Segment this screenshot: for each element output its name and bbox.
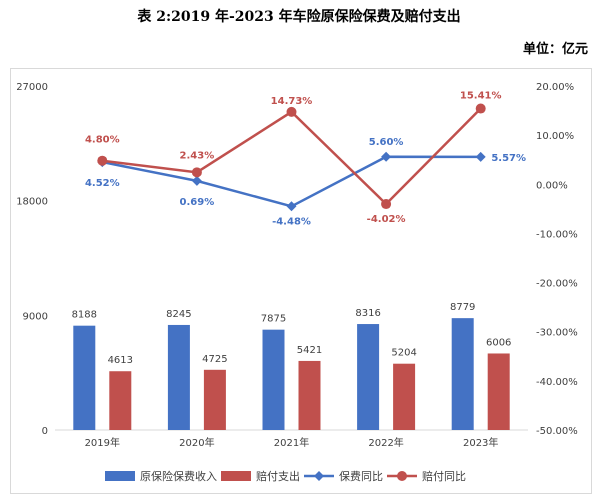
legend-label: 原保险保费收入 [140, 469, 217, 483]
circle-marker [381, 199, 392, 210]
right-axis-tick-label: -30.00% [536, 328, 578, 339]
line-data-label: 2.43% [180, 150, 215, 161]
x-axis-tick-label: 2023年 [463, 436, 498, 449]
circle-marker [286, 106, 297, 117]
legend-label: 赔付同比 [422, 469, 466, 483]
line-data-label: 4.52% [85, 178, 120, 189]
line-data-label: -4.02% [367, 214, 406, 225]
bar-data-label: 8779 [450, 302, 475, 313]
bar-claims [298, 360, 321, 430]
line-data-label: 14.73% [271, 96, 313, 107]
circle-marker [475, 103, 486, 114]
bar-premium [262, 329, 285, 430]
legend-marker [314, 471, 324, 481]
diamond-marker [475, 151, 486, 162]
line-data-label: -4.48% [272, 216, 311, 227]
bar-data-label: 7875 [261, 314, 286, 325]
right-axis-tick-label: 0.00% [536, 180, 568, 191]
chart-title: 表 2:2019 年-2023 年车险原保险保费及赔付支出 [137, 9, 461, 25]
legend-marker [397, 471, 407, 481]
line-data-label: 0.69% [180, 197, 215, 208]
line-data-label: 5.60% [369, 137, 404, 148]
left-axis-tick-label: 9000 [23, 311, 48, 322]
legend-swatch [105, 471, 135, 481]
bar-data-label: 8245 [166, 309, 191, 320]
diamond-marker [191, 175, 202, 186]
right-axis-tick-label: 10.00% [536, 131, 574, 142]
legend-swatch [221, 471, 251, 481]
left-axis-tick-label: 18000 [16, 197, 48, 208]
right-axis-tick-label: -40.00% [536, 377, 578, 388]
legend-label: 赔付支出 [256, 469, 300, 483]
bar-data-label: 4725 [202, 354, 227, 365]
line-data-label: 4.80% [85, 135, 120, 146]
bar-data-label: 8188 [72, 310, 97, 321]
bar-data-label: 4613 [108, 355, 133, 366]
right-axis-tick-label: -10.00% [536, 229, 578, 240]
left-axis-tick-label: 0 [42, 426, 48, 437]
legend-label: 保费同比 [339, 469, 383, 483]
bar-premium [167, 324, 190, 430]
x-axis-tick-label: 2021年 [274, 436, 309, 449]
left-axis-tick-label: 27000 [16, 82, 48, 93]
bar-data-label: 5204 [391, 348, 416, 359]
bar-claims [487, 353, 510, 430]
line-data-label: 5.57% [491, 153, 526, 164]
circle-marker [191, 167, 202, 178]
diamond-marker [381, 151, 392, 162]
bar-data-label: 6006 [486, 337, 511, 348]
x-axis-tick-label: 2020年 [179, 436, 214, 449]
bar-data-label: 5421 [297, 345, 322, 356]
x-axis-tick-label: 2019年 [85, 436, 120, 449]
chart-frame [10, 68, 592, 494]
right-axis-tick-label: -20.00% [536, 279, 578, 290]
bar-claims [109, 371, 132, 430]
bar-claims [393, 363, 416, 430]
bar-data-label: 8316 [355, 308, 380, 319]
bar-premium [451, 318, 474, 430]
diamond-marker [286, 201, 297, 212]
line-data-label: 15.41% [460, 91, 502, 102]
bar-premium [357, 324, 380, 430]
bar-premium [73, 325, 96, 430]
right-axis-tick-label: -50.00% [536, 426, 578, 437]
bar-claims [203, 369, 226, 430]
x-axis-tick-label: 2022年 [368, 436, 403, 449]
circle-marker [97, 155, 108, 166]
right-axis-tick-label: 20.00% [536, 82, 574, 93]
unit-label: 单位：亿元 [522, 42, 588, 57]
